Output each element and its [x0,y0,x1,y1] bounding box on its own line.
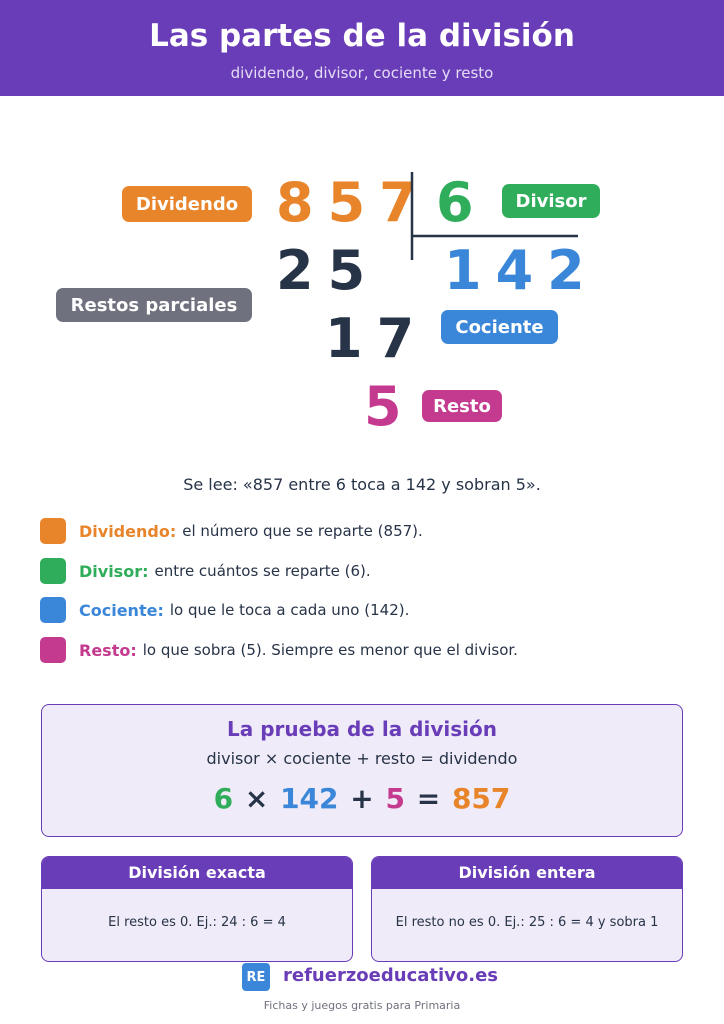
example-token: 5 [385,782,405,815]
partial-remainder: 17 [325,307,429,370]
partial-remainder: 25 [276,239,380,302]
definition: Dividendo: el número que se reparte (857)… [40,518,423,544]
card-text: El resto es 0. Ej.: 24 : 6 = 4 [108,915,286,930]
definition: Resto: lo que sobra (5). Siempre es menor… [40,637,518,663]
term: Dividendo: [79,521,177,541]
logo: RE [242,963,270,991]
subtitle: dividendo, divisor, cociente y resto [230,64,494,82]
card-text: El resto no es 0. Ej.: 25 : 6 = 4 y sobr… [395,915,659,930]
division-bracket [410,172,578,260]
example-token: + [350,782,374,815]
brand: refuerzoeducativo.es [283,965,499,986]
label-dividend: Dividendo [122,186,252,222]
definition-text: lo que sobra (5). Siempre es menor que e… [142,641,518,659]
title: Las partes de la división [149,18,575,54]
reading: Se lee: «857 entre 6 toca a 142 y sobran… [183,475,541,494]
definition-text: entre cuántos se reparte (6). [154,562,371,580]
card-title: División entera [372,857,682,889]
definition-text: lo que le toca a cada uno (142). [169,601,410,619]
header [0,0,724,96]
example-token: 142 [280,782,339,815]
label-partial: Restos parciales [56,288,252,322]
example-token: 857 [451,782,511,815]
card-title: División exacta [42,857,352,889]
term: Cociente: [79,600,164,620]
proof-box: La prueba de la división divisor × cocie… [41,704,683,837]
label-remainder: Resto [422,390,502,422]
card: División entera El resto no es 0. Ej.: 2… [371,856,683,962]
label-quotient: Cociente [441,310,558,344]
term: Divisor: [79,561,149,581]
card: División exacta El resto es 0. Ej.: 24 :… [41,856,353,962]
definition: Divisor: entre cuántos se reparte (6). [40,558,371,584]
divisor: 6 [436,171,488,234]
definition: Cociente: lo que le toca a cada uno (142)… [40,597,409,623]
dividend: 857 [276,171,431,234]
example-token: 6 [213,782,234,815]
example-token: = [416,782,441,815]
quotient: 142 [444,239,599,302]
tagline: Fichas y juegos gratis para Primaria [263,999,461,1012]
term: Resto: [79,640,137,660]
remainder: 5 [364,375,416,438]
proof-title: La prueba de la división [227,717,497,741]
definition-text: el número que se reparte (857). [182,522,423,540]
example-token: × [244,782,269,815]
label-divisor: Divisor [502,184,600,218]
proof-example: 6 × 142 + 5 = 857 [42,782,682,815]
proof-formula: divisor × cociente + resto = dividendo [206,749,518,768]
